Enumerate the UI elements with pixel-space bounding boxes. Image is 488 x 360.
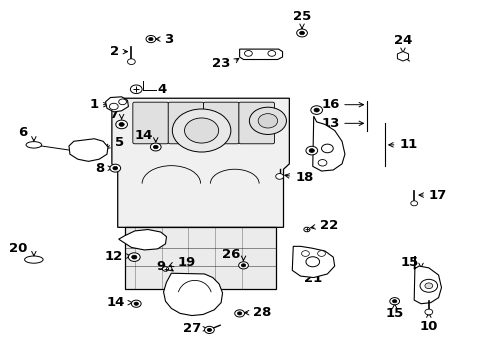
Text: 24: 24 <box>393 34 411 47</box>
Circle shape <box>184 118 218 143</box>
Circle shape <box>318 159 326 166</box>
Text: 14: 14 <box>106 296 125 309</box>
Circle shape <box>317 251 325 256</box>
Text: 26: 26 <box>222 248 240 261</box>
Circle shape <box>146 36 156 42</box>
Polygon shape <box>312 116 344 171</box>
Circle shape <box>204 326 214 333</box>
Circle shape <box>313 108 319 112</box>
Circle shape <box>410 201 417 206</box>
Text: 11: 11 <box>399 138 417 151</box>
Circle shape <box>153 145 158 149</box>
Circle shape <box>119 99 126 105</box>
Text: 13: 13 <box>321 117 339 130</box>
Polygon shape <box>105 97 128 112</box>
Circle shape <box>424 309 432 315</box>
Circle shape <box>392 300 396 303</box>
Text: 27: 27 <box>183 322 201 335</box>
Text: 9: 9 <box>156 260 165 273</box>
Ellipse shape <box>26 141 41 148</box>
Text: 17: 17 <box>428 189 446 202</box>
Polygon shape <box>239 49 282 59</box>
Circle shape <box>308 149 314 153</box>
FancyBboxPatch shape <box>203 102 239 144</box>
Text: 8: 8 <box>95 162 104 175</box>
Polygon shape <box>112 98 289 227</box>
Circle shape <box>172 109 230 152</box>
Circle shape <box>113 166 118 170</box>
Circle shape <box>148 37 153 41</box>
Circle shape <box>162 267 168 271</box>
Circle shape <box>389 298 399 305</box>
Text: 10: 10 <box>419 320 437 333</box>
Polygon shape <box>413 256 441 304</box>
Text: 22: 22 <box>319 219 337 233</box>
Circle shape <box>305 146 317 155</box>
FancyBboxPatch shape <box>168 102 203 144</box>
Polygon shape <box>163 273 222 316</box>
Circle shape <box>237 312 242 315</box>
Circle shape <box>321 144 332 153</box>
Circle shape <box>424 283 432 289</box>
Circle shape <box>150 143 161 151</box>
Circle shape <box>305 257 319 267</box>
FancyBboxPatch shape <box>239 102 274 144</box>
Circle shape <box>128 253 140 261</box>
Text: 4: 4 <box>158 83 166 96</box>
Circle shape <box>275 174 283 179</box>
Circle shape <box>310 106 322 114</box>
Circle shape <box>116 120 127 129</box>
Circle shape <box>127 59 135 64</box>
Circle shape <box>419 279 437 292</box>
Circle shape <box>207 328 211 332</box>
Polygon shape <box>292 246 334 278</box>
Circle shape <box>303 227 309 232</box>
Text: 19: 19 <box>177 256 195 269</box>
Text: 14: 14 <box>134 129 153 142</box>
Circle shape <box>241 264 245 267</box>
Text: 23: 23 <box>212 57 230 70</box>
Circle shape <box>296 29 307 37</box>
Ellipse shape <box>24 256 43 263</box>
Text: 1: 1 <box>89 98 98 111</box>
Circle shape <box>249 107 286 134</box>
Text: 16: 16 <box>321 98 339 111</box>
Text: 12: 12 <box>104 249 122 262</box>
Circle shape <box>234 310 244 317</box>
Polygon shape <box>69 139 108 161</box>
Polygon shape <box>125 227 276 289</box>
Circle shape <box>267 50 275 56</box>
Circle shape <box>299 31 304 35</box>
FancyBboxPatch shape <box>133 102 168 144</box>
Polygon shape <box>119 229 166 250</box>
Text: 25: 25 <box>292 10 310 23</box>
Circle shape <box>131 255 137 259</box>
Circle shape <box>238 262 248 269</box>
Polygon shape <box>397 51 407 61</box>
Text: 28: 28 <box>253 306 271 319</box>
Circle shape <box>109 103 118 110</box>
Text: 6: 6 <box>18 126 27 139</box>
Circle shape <box>134 302 138 305</box>
Circle shape <box>119 122 124 126</box>
Circle shape <box>130 85 142 94</box>
Circle shape <box>131 300 141 307</box>
Circle shape <box>244 50 252 56</box>
Circle shape <box>110 164 121 172</box>
Circle shape <box>301 251 309 256</box>
Text: 21: 21 <box>303 272 321 285</box>
Text: 5: 5 <box>115 136 124 149</box>
Text: 18: 18 <box>295 171 313 184</box>
Text: 15: 15 <box>385 307 403 320</box>
Text: 7: 7 <box>109 108 119 121</box>
Circle shape <box>258 114 277 128</box>
Text: 20: 20 <box>9 242 27 255</box>
Text: 15: 15 <box>400 256 418 269</box>
Text: 3: 3 <box>163 32 173 46</box>
Text: 2: 2 <box>109 45 119 58</box>
